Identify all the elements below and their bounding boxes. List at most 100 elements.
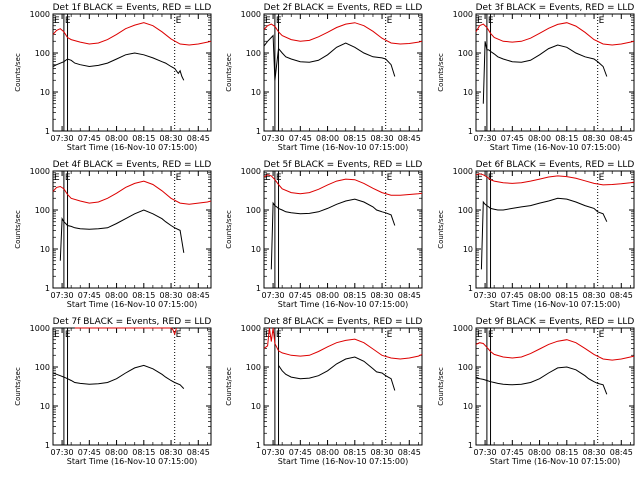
y-tick-label: 1 bbox=[468, 284, 473, 293]
events-series-line bbox=[52, 364, 185, 389]
y-tick-label: 1 bbox=[45, 441, 50, 450]
y-tick-label: 10 bbox=[463, 88, 473, 97]
chart-title: Det 3f BLACK = Events, RED = LLD bbox=[476, 3, 635, 13]
x-tick-label: 08:15 bbox=[555, 134, 578, 143]
x-axis-label: Start Time (16-Nov-10 07:15:00) bbox=[67, 300, 197, 309]
events-series-line bbox=[270, 198, 396, 270]
x-tick-label: 07:30 bbox=[51, 448, 74, 457]
y-tick-label: 10 bbox=[251, 245, 261, 254]
chart-panel-7: Det 7f BLACK = Events, RED = LLD 1 10 100 10… bbox=[14, 317, 212, 466]
marker-e-label: E bbox=[488, 330, 494, 340]
y-tick-label: 1000 bbox=[453, 10, 473, 19]
marker-e-label: E bbox=[265, 330, 271, 340]
y-tick-label: 10 bbox=[40, 88, 50, 97]
y-axis-label: Counts/sec bbox=[225, 210, 233, 249]
lld-series-line bbox=[52, 22, 212, 46]
y-tick-label: 10 bbox=[251, 402, 261, 411]
y-tick-label: 1000 bbox=[453, 324, 473, 333]
events-series-line bbox=[263, 34, 396, 81]
y-tick-label: 1000 bbox=[30, 324, 50, 333]
x-tick-label: 07:30 bbox=[474, 448, 497, 457]
marker-e-label: E bbox=[599, 16, 605, 26]
plot-frame bbox=[52, 327, 212, 446]
y-axis-label: Counts/sec bbox=[14, 210, 22, 249]
x-tick-label: 08:45 bbox=[398, 134, 421, 143]
x-tick-label: 08:15 bbox=[132, 448, 155, 457]
x-tick-label: 08:45 bbox=[610, 291, 633, 300]
x-tick-label: 07:45 bbox=[289, 291, 312, 300]
marker-e-label: E bbox=[54, 173, 60, 183]
y-tick-label: 1 bbox=[45, 127, 50, 136]
x-axis-label: Start Time (16-Nov-10 07:15:00) bbox=[490, 143, 620, 152]
y-tick-label: 100 bbox=[458, 49, 473, 58]
y-tick-label: 1000 bbox=[453, 167, 473, 176]
y-axis-label: Counts/sec bbox=[437, 210, 445, 249]
chart-title: Det 7f BLACK = Events, RED = LLD bbox=[53, 317, 212, 327]
marker-e-label: E bbox=[387, 330, 393, 340]
chart-title: Det 8f BLACK = Events, RED = LLD bbox=[264, 317, 423, 327]
x-tick-label: 08:45 bbox=[398, 448, 421, 457]
y-axis-label: Counts/sec bbox=[14, 367, 22, 406]
marker-e-label: E bbox=[265, 173, 271, 183]
y-tick-label: 1 bbox=[468, 441, 473, 450]
chart-title: Det 5f BLACK = Events, RED = LLD bbox=[264, 160, 423, 170]
chart-panel-6: Det 6f BLACK = Events, RED = LLD 1 10 100 10… bbox=[437, 160, 635, 309]
lld-series-line bbox=[52, 180, 212, 205]
x-tick-label: 07:45 bbox=[78, 448, 101, 457]
lld-series-line bbox=[74, 327, 177, 336]
x-axis-label: Start Time (16-Nov-10 07:15:00) bbox=[67, 143, 197, 152]
marker-e-label: E bbox=[65, 16, 71, 26]
x-tick-label: 08:00 bbox=[528, 291, 551, 300]
y-axis-label: Counts/sec bbox=[225, 53, 233, 92]
x-tick-label: 08:45 bbox=[187, 134, 210, 143]
events-series-line bbox=[475, 366, 608, 395]
x-tick-label: 08:00 bbox=[105, 291, 128, 300]
x-tick-label: 08:00 bbox=[316, 448, 339, 457]
x-tick-label: 08:00 bbox=[105, 448, 128, 457]
y-tick-label: 1000 bbox=[241, 324, 261, 333]
marker-e-label: E bbox=[65, 173, 71, 183]
x-tick-label: 08:45 bbox=[187, 448, 210, 457]
chart-panel-8: Det 8f BLACK = Events, RED = LLD 1 10 100 10… bbox=[225, 317, 423, 466]
x-tick-label: 08:00 bbox=[316, 291, 339, 300]
y-tick-label: 100 bbox=[35, 49, 50, 58]
marker-e-label: E bbox=[54, 16, 60, 26]
x-tick-label: 08:15 bbox=[555, 291, 578, 300]
lld-series-line bbox=[263, 174, 423, 196]
lld-series-line bbox=[475, 339, 635, 361]
x-tick-label: 08:30 bbox=[160, 291, 183, 300]
y-tick-label: 1 bbox=[256, 284, 261, 293]
x-axis-label: Start Time (16-Nov-10 07:15:00) bbox=[490, 457, 620, 466]
chart-title: Det 9f BLACK = Events, RED = LLD bbox=[476, 317, 635, 327]
x-tick-label: 07:30 bbox=[474, 291, 497, 300]
chart-title: Det 6f BLACK = Events, RED = LLD bbox=[476, 160, 635, 170]
marker-e-label: E bbox=[65, 330, 71, 340]
x-tick-label: 08:30 bbox=[583, 134, 606, 143]
x-tick-label: 07:45 bbox=[501, 291, 524, 300]
marker-e-label: E bbox=[488, 16, 494, 26]
x-tick-label: 08:00 bbox=[528, 134, 551, 143]
x-tick-label: 08:45 bbox=[187, 291, 210, 300]
y-tick-label: 100 bbox=[458, 363, 473, 372]
plot-frame bbox=[263, 170, 423, 289]
chart-panel-9: Det 9f BLACK = Events, RED = LLD 1 10 100 10… bbox=[437, 317, 635, 466]
events-series-line bbox=[52, 52, 185, 81]
marker-e-label: E bbox=[176, 16, 182, 26]
x-tick-label: 08:30 bbox=[371, 134, 394, 143]
chart-panel-3: Det 3f BLACK = Events, RED = LLD 1 10 100 10… bbox=[437, 3, 635, 152]
x-tick-label: 07:30 bbox=[51, 134, 74, 143]
x-tick-label: 07:45 bbox=[501, 134, 524, 143]
x-tick-label: 08:00 bbox=[105, 134, 128, 143]
y-tick-label: 10 bbox=[40, 245, 50, 254]
y-tick-label: 100 bbox=[458, 206, 473, 215]
y-tick-label: 100 bbox=[246, 49, 261, 58]
y-axis-label: Counts/sec bbox=[225, 367, 233, 406]
x-tick-label: 08:15 bbox=[132, 291, 155, 300]
y-tick-label: 1 bbox=[468, 127, 473, 136]
x-tick-label: 08:30 bbox=[160, 134, 183, 143]
events-series-line bbox=[480, 197, 608, 270]
chart-panel-1: Det 1f BLACK = Events, RED = LLD 1 10 100 10… bbox=[14, 3, 212, 152]
marker-e-label: E bbox=[387, 16, 393, 26]
